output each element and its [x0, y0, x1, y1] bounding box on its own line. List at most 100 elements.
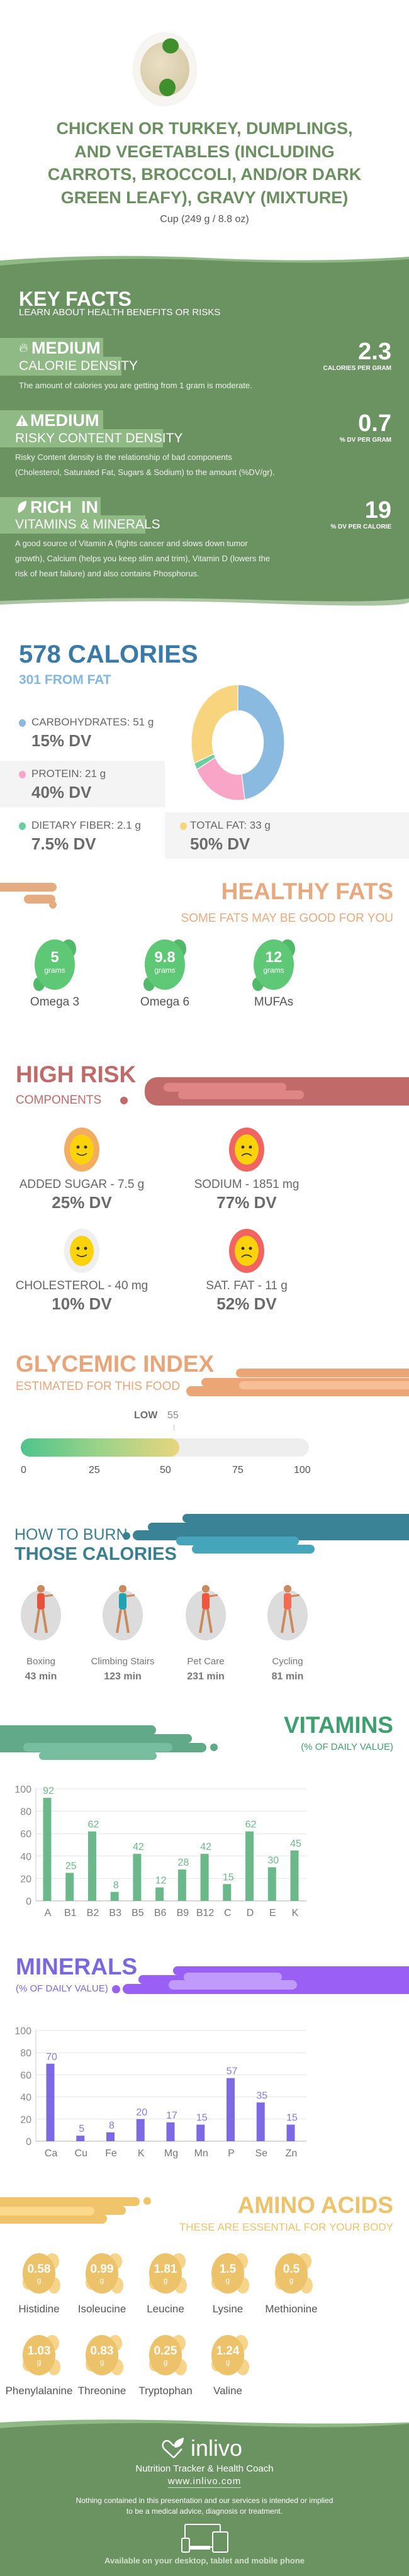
leaf-icon: [18, 501, 26, 513]
title-line: CARROTS, BROCCOLI, AND/OR DARK: [47, 165, 362, 184]
bar-A: [43, 1798, 52, 1901]
glycemic-bar-fill: [21, 1438, 179, 1457]
bar-value-label: 92: [43, 1786, 54, 1796]
amino-name: Phenylalanine: [5, 2385, 73, 2397]
title-line: CHICKEN OR TURKEY, DUMPLINGS,: [56, 119, 353, 138]
y-tick-label: 100: [14, 2026, 31, 2037]
x-tick-label: Zn: [286, 2148, 298, 2159]
amino-value: 0.99: [90, 2263, 114, 2276]
fat-dot: [180, 822, 187, 830]
x-tick-label: Fe: [105, 2148, 117, 2159]
fat-unit: grams: [44, 966, 65, 975]
desc-line: The amount of calories you are getting f…: [19, 381, 252, 390]
risk-dv: 52% DV: [216, 1294, 277, 1313]
vitamins-subtitle: (% OF DAILY VALUE): [301, 1742, 393, 1752]
amino-circle: 1.03 g: [23, 2335, 55, 2375]
fact-level: MEDIUM: [30, 411, 99, 430]
flame-icon: 🔥︎: [19, 341, 28, 355]
fact-unit: % DV PER GRAM: [339, 437, 391, 444]
fact-value: 2.3: [358, 339, 391, 365]
activity-time: 43 min: [25, 1671, 57, 1682]
fat-value: 12: [265, 949, 283, 966]
footer-url[interactable]: www.inlivo.com: [167, 2476, 242, 2488]
calories-title: 578 CALORIES: [19, 641, 198, 668]
y-tick-label: 40: [20, 1852, 31, 1862]
fact-label: RISKY CONTENT DENSITY: [15, 431, 183, 445]
minerals-bar-chart: 0 20 40 60 80 100 70 Ca 5 Cu 8 Fe 20 K 17 Mg 15 Mn 57 P 35 Se…: [14, 2026, 306, 2159]
x-tick-label: K: [138, 2148, 145, 2159]
amino-circle: 1.5 g: [211, 2253, 244, 2293]
x-tick-label: P: [228, 2148, 235, 2159]
bar-K: [136, 2119, 145, 2141]
bar-B1: [65, 1873, 74, 1901]
macro-label: PROTEIN: 21 g: [31, 768, 106, 780]
disclaimer-line: to be a medical advice, diagnosis or tre…: [126, 2507, 283, 2516]
glycemic-title: GLYCEMIC INDEX: [16, 1351, 215, 1377]
activity-name: Boxing: [26, 1656, 55, 1667]
bar-B12: [200, 1854, 209, 1901]
macro-label: TOTAL FAT: 33 g: [190, 819, 271, 831]
amino-value: 1.24: [216, 2344, 240, 2358]
bar-value-label: 12: [155, 1876, 167, 1886]
bar-value-label: 62: [245, 1820, 257, 1830]
y-tick-label: 20: [20, 2115, 31, 2125]
footer-url-link[interactable]: www.inlivo.com: [0, 2476, 409, 2488]
bar-value-label: 8: [109, 2120, 115, 2131]
y-tick-label: 0: [26, 1896, 31, 1907]
healthy-fats-subtitle: SOME FATS MAY BE GOOD FOR YOU: [181, 912, 393, 925]
amino-unit: g: [99, 2358, 104, 2366]
sad-face-icon: [229, 1128, 264, 1172]
donut-slice-total-fat: [191, 685, 238, 764]
footer-logo-text: inlivo: [191, 2435, 243, 2461]
x-tick-label: K: [292, 1908, 299, 1918]
risk-label: ADDED SUGAR - 7.5 g: [19, 1178, 145, 1191]
vitamins-title: VITAMINS: [283, 1712, 393, 1738]
activity-time: 231 min: [187, 1671, 225, 1682]
bar-C: [223, 1884, 232, 1901]
y-tick-label: 40: [20, 2093, 31, 2103]
amino-value: 0.25: [154, 2344, 177, 2358]
activity-time: 81 min: [271, 1671, 304, 1682]
bar-value-label: 8: [113, 1880, 119, 1891]
risk-dv: 77% DV: [216, 1193, 277, 1212]
bar-B2: [87, 1831, 96, 1901]
amino-unit: g: [225, 2358, 230, 2366]
glycemic-tick: 75: [232, 1465, 244, 1476]
activity-time: 123 min: [104, 1671, 142, 1682]
glycemic-tick: 25: [89, 1465, 100, 1476]
amino-circle: 0.58 g: [23, 2253, 55, 2293]
y-tick-label: 100: [14, 1784, 31, 1795]
risk-dv: 10% DV: [52, 1294, 112, 1313]
amino-unit: g: [289, 2276, 294, 2285]
desc-line: risk of heart failure) and also contains…: [15, 569, 199, 578]
bar-B5: [133, 1854, 142, 1901]
macro-donut-chart: [191, 685, 284, 800]
bar-value-label: 15: [196, 2113, 208, 2124]
burn-title-top: HOW TO BURN: [14, 1526, 128, 1543]
fact-label: CALORIE DENSITY: [19, 359, 138, 373]
risk-dv: 25% DV: [52, 1193, 112, 1212]
healthy-fat-circle: 5 grams: [35, 939, 75, 990]
fat-value: 9.8: [154, 949, 176, 966]
glycemic-value: 55: [167, 1410, 179, 1421]
activity-name: Climbing Stairs: [91, 1656, 155, 1667]
bar-value-label: 20: [136, 2107, 147, 2118]
glycemic-tick: 50: [160, 1465, 171, 1476]
x-tick-label: E: [269, 1908, 276, 1918]
bar-K: [290, 1850, 299, 1901]
x-tick-label: Mn: [194, 2148, 208, 2159]
amino-value: 0.5: [283, 2263, 300, 2276]
warning-icon: [16, 415, 28, 426]
x-tick-label: Cu: [75, 2148, 87, 2159]
amino-name: Methionine: [265, 2303, 318, 2315]
happy-face-icon: [64, 1229, 99, 1273]
footer-wave: [0, 2419, 409, 2435]
activity-name: Cycling: [272, 1656, 303, 1667]
bar-value-label: 42: [133, 1842, 144, 1852]
y-tick-label: 80: [20, 1807, 31, 1818]
bar-P: [227, 2078, 235, 2141]
bar-B9: [177, 1869, 186, 1901]
key-facts-subtitle: LEARN ABOUT HEALTH BENEFITS OR RISKS: [19, 307, 221, 318]
risk-label: CHOLESTEROL - 40 mg: [15, 1279, 148, 1292]
x-tick-label: D: [247, 1908, 254, 1918]
